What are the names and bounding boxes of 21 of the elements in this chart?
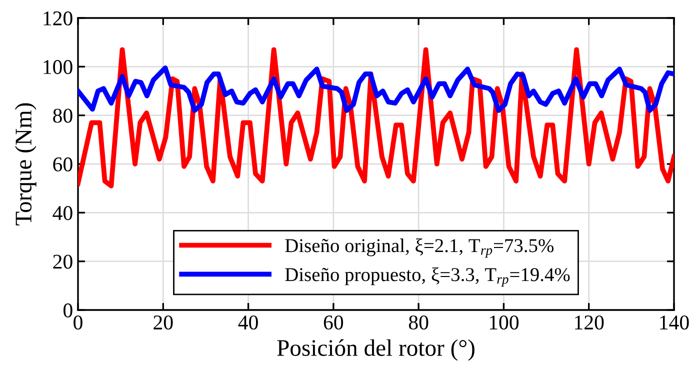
x-axis-title: Posición del rotor (°) xyxy=(277,339,474,361)
y-tick-label: 60 xyxy=(53,157,72,172)
x-tick-label: 40 xyxy=(238,315,258,330)
x-tick-label: 120 xyxy=(575,315,604,330)
y-tick-label: 120 xyxy=(44,11,72,26)
y-tick-label: 100 xyxy=(44,60,72,74)
legend-label: Diseño propuesto, ξ=3.3, T$_{rp}$=19.4% xyxy=(285,267,570,287)
line-series xyxy=(78,47,674,188)
y-axis-title: Torque (Nm) xyxy=(14,103,36,226)
y-tick-label: 0 xyxy=(64,303,72,318)
y-tick-label: 80 xyxy=(53,108,72,123)
legend-label: Diseño original, ξ=2.1, T$_{rp}$=73.5% xyxy=(285,238,554,258)
line-series xyxy=(78,65,674,113)
x-tick-label: 100 xyxy=(490,315,519,330)
y-tick-label: 40 xyxy=(52,206,72,220)
x-tick-label: 20 xyxy=(154,315,173,330)
x-tick-label: 140 xyxy=(660,315,689,330)
x-tick-label: 0 xyxy=(74,315,82,330)
x-tick-label: 60 xyxy=(324,315,344,330)
y-tick-label: 20 xyxy=(53,254,72,269)
x-tick-label: 80 xyxy=(408,315,428,330)
